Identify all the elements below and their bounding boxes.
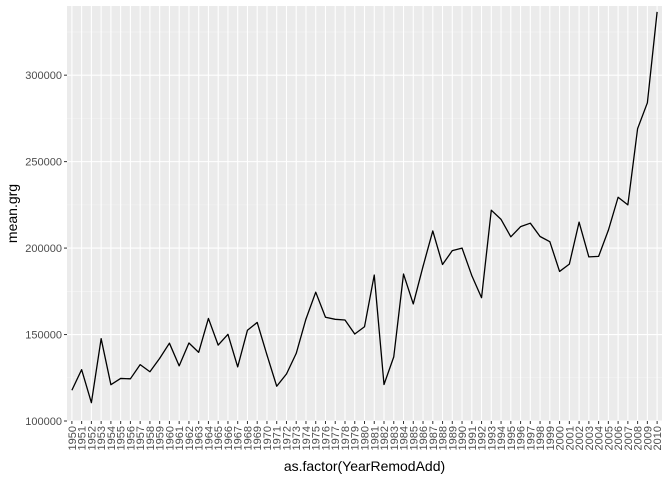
x-tick-label: 1988 [438,426,450,450]
x-tick-label: 1991 [467,426,479,450]
x-tick-label: 2002 [574,426,586,450]
x-tick-label: 1980 [360,426,372,450]
x-tick-label: 1953 [96,426,108,450]
x-tick-label: 1975 [311,426,323,450]
x-tick-label: 1983 [389,426,401,450]
x-tick-label: 1967 [233,426,245,450]
x-tick-label: 1966 [223,426,235,450]
y-tick-label: 100000 [25,416,62,428]
x-tick-label: 2007 [623,426,635,450]
y-axis: 100000 150000 200000 250000 300000 [25,70,67,428]
x-tick-label: 2010 [652,426,664,450]
x-tick-label: 1995 [506,426,518,450]
x-tick-label: 2005 [603,426,615,450]
x-tick-label: 2000 [555,426,567,450]
x-tick-label: 2003 [584,426,596,450]
y-axis-title: mean.grg [4,184,20,243]
x-tick-label: 1999 [545,426,557,450]
x-tick-label: 1968 [242,426,254,450]
x-tick-label: 2006 [613,426,625,450]
y-tick-label: 250000 [25,157,62,169]
x-tick-label: 1957 [135,426,147,450]
x-tick-label: 1959 [155,426,167,450]
x-tick-label: 1998 [535,426,547,450]
x-tick-label: 1989 [447,426,459,450]
x-tick-label: 1976 [320,426,332,450]
x-tick-label: 2001 [564,426,576,450]
x-tick-label: 1984 [399,426,411,450]
x-tick-label: 1964 [203,426,215,450]
x-tick-label: 1960 [164,426,176,450]
x-tick-label: 1970 [262,426,274,450]
x-tick-label: 1997 [525,426,537,450]
x-tick-label: 1982 [379,426,391,450]
x-tick-label: 1958 [145,426,157,450]
x-tick-label: 1973 [291,426,303,450]
x-tick-label: 1986 [418,426,430,450]
x-tick-label: 1961 [174,426,186,450]
x-tick-label: 1994 [496,426,508,450]
x-axis-title: as.factor(YearRemodAdd) [284,458,445,474]
x-tick-label: 1974 [301,426,313,450]
x-tick-label: 1971 [272,426,284,450]
y-tick-label: 200000 [25,243,62,255]
x-tick-label: 1956 [125,426,137,450]
x-tick-label: 1969 [252,426,264,450]
x-tick-label: 2009 [642,426,654,450]
x-tick-label: 1950 [67,426,79,450]
x-tick-label: 1962 [184,426,196,450]
x-tick-label: 1981 [369,426,381,450]
x-tick-label: 1972 [281,426,293,450]
x-tick-label: 1985 [408,426,420,450]
x-tick-label: 2004 [594,426,606,450]
x-tick-label: 1963 [194,426,206,450]
y-tick-label: 300000 [25,70,62,82]
x-tick-label: 1977 [330,426,342,450]
x-tick-label: 1965 [213,426,225,450]
series-layer [71,11,658,404]
x-tick-label: 1951 [77,426,89,450]
y-tick-label: 150000 [25,330,62,342]
x-tick-label: 1987 [428,426,440,450]
x-tick-label: 1979 [350,426,362,450]
x-tick-label: 1996 [516,426,528,450]
x-axis: 1950195119521953195419551956195719581959… [67,421,664,450]
x-tick-label: 1993 [486,426,498,450]
x-tick-label: 1955 [116,426,128,450]
x-tick-label: 1952 [86,426,98,450]
x-tick-label: 1990 [457,426,469,450]
x-tick-label: 1978 [340,426,352,450]
x-tick-label: 2008 [633,426,645,450]
x-tick-label: 1954 [106,426,118,450]
x-tick-label: 1992 [477,426,489,450]
